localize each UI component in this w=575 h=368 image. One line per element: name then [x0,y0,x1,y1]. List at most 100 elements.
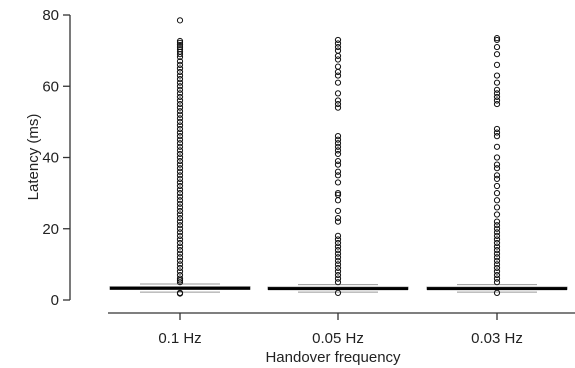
outlier-point [176,41,184,49]
outlier-point [493,211,501,218]
outlier-point [176,200,184,207]
outlier-point [334,279,342,286]
outlier-point [176,111,184,118]
outlier-point [176,190,184,197]
outlier-point [334,63,342,70]
outlier-point [176,232,184,239]
y-tick-label: 80 [42,7,59,24]
outlier-point [176,214,184,222]
outlier-point [493,43,501,51]
outlier-point [493,254,501,261]
outlier-point [334,257,342,264]
outlier-point [334,150,342,158]
outlier-point [334,250,342,257]
outlier-point [493,129,501,136]
outlier-point [334,97,342,104]
outlier-point [334,157,342,165]
outlier-point [493,35,501,42]
outlier-point [176,290,184,297]
outlier-point [493,172,501,179]
outlier-point [176,17,184,24]
y-axis-label: Latency (ms) [25,114,42,201]
outlier-point [493,190,501,197]
outlier-point [176,229,184,236]
outlier-point [176,37,184,45]
outlier-point [176,104,184,111]
outlier-point [493,268,501,275]
outlier-point [334,104,342,111]
outlier-point [493,100,501,108]
outlier-point [176,168,184,175]
outlier-point [176,83,184,90]
outlier-point [493,204,501,211]
outlier-point [334,190,342,197]
outlier-point [493,165,501,172]
outlier-point [176,204,184,211]
outlier-point [176,122,184,129]
outlier-point [176,65,184,72]
outlier-point [176,279,184,286]
outlier-point [176,53,184,61]
outlier-point [493,239,501,247]
outlier-point [334,72,342,79]
outlier-point [334,289,342,296]
outlier-point [176,197,184,204]
outlier-point [334,43,342,51]
outlier-point [176,225,184,232]
outlier-point [493,90,501,97]
outlier-point [334,239,342,247]
outlier-point [493,275,501,282]
outlier-point [493,97,501,104]
x-tick-label: 0.1 Hz [158,330,201,347]
outlier-point [493,36,501,44]
outlier-point [334,197,342,204]
x-axis-label: Handover frequency [265,349,401,366]
outlier-point [493,247,501,254]
outlier-point [493,161,501,168]
outlier-point [334,243,342,250]
outlier-point [493,225,501,232]
outlier-point [334,254,342,261]
outlier-point [334,36,342,44]
outlier-point [493,264,501,272]
outlier-point [334,168,342,175]
outlier-point [176,264,184,272]
outlier-point [176,61,184,68]
outlier-point [176,100,184,108]
outlier-point [176,51,184,58]
outlier-point [176,43,184,51]
outlier-point [176,179,184,186]
outlier-point [176,277,184,284]
outlier-point [176,257,184,264]
outlier-point [176,268,184,275]
outlier-point [334,172,342,179]
outlier-point [334,268,342,275]
outlier-point [334,47,342,54]
outlier-point [176,250,184,257]
outlier-point [176,97,184,104]
outlier-point [176,108,184,115]
outlier-point [176,157,184,165]
outlier-point [334,90,342,97]
outlier-point [176,76,184,83]
outlier-point [334,247,342,254]
outlier-point [334,140,342,147]
outlier-point [493,175,501,182]
outlier-point [176,165,184,172]
outlier-point [493,93,501,101]
outlier-point [493,289,501,296]
outlier-point [176,239,184,247]
outlier-point [334,40,342,47]
outlier-point [176,154,184,161]
outlier-point [493,218,501,225]
box-group [426,35,568,296]
y-tick-label: 0 [51,292,59,309]
outlier-point [493,236,501,243]
outlier-point [176,79,184,86]
outlier-point [493,261,501,268]
outlier-point [493,222,501,229]
outlier-point [334,56,342,63]
outlier-point [493,51,501,58]
outlier-point [334,218,342,225]
